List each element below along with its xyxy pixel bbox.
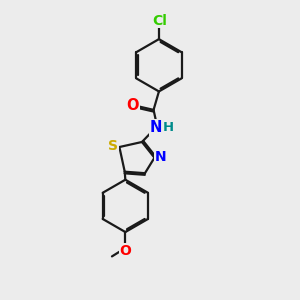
Text: Cl: Cl (152, 14, 167, 28)
Text: N: N (155, 149, 167, 164)
Text: N: N (149, 120, 162, 135)
Text: S: S (108, 139, 118, 153)
Text: O: O (127, 98, 139, 112)
Text: H: H (163, 121, 174, 134)
Text: O: O (119, 244, 131, 258)
